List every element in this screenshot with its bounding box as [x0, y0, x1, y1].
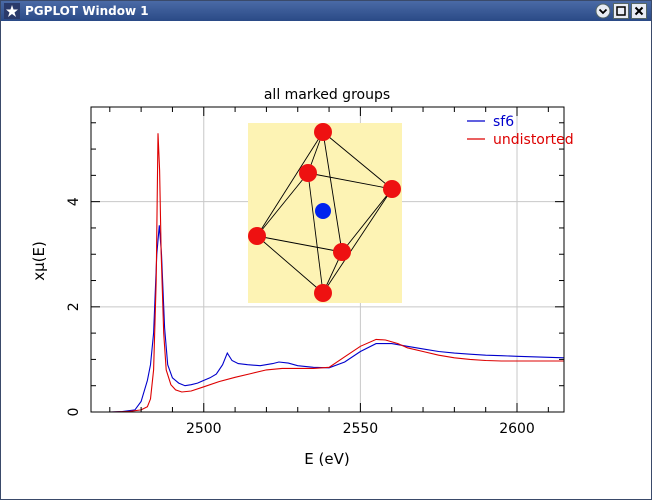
plot-area: 2500 2550 2600 0 2 4 all marked groups E (eV)… — [30, 87, 574, 468]
x-tick-label: 2550 — [343, 421, 379, 437]
fluorine-atom — [314, 123, 332, 141]
sulfur-atom — [315, 203, 331, 219]
x-tick-label: 2600 — [499, 421, 535, 437]
star-icon[interactable] — [4, 3, 20, 19]
bond-line — [322, 131, 393, 190]
series-layer — [91, 133, 565, 413]
window-title: PGPLOT Window 1 — [25, 4, 149, 18]
maximize-icon[interactable] — [613, 3, 629, 19]
bond-line — [256, 131, 324, 237]
bond-line — [322, 188, 393, 294]
chart-title: all marked groups — [264, 87, 390, 103]
bond-line — [256, 235, 324, 294]
x-tick-label: 2500 — [186, 421, 222, 437]
bond-line — [256, 172, 309, 237]
fluorine-atom — [314, 284, 332, 302]
fluorine-atom — [299, 164, 317, 182]
legend-label-sf6: sf6 — [493, 114, 514, 130]
x-axis-label: E (eV) — [304, 450, 349, 468]
title-bar[interactable]: PGPLOT Window 1 — [1, 1, 651, 21]
close-icon[interactable] — [631, 3, 647, 19]
molecule-inset — [248, 123, 402, 303]
legend: sf6 undistorted — [467, 114, 574, 148]
y-tick-label: 2 — [66, 302, 82, 311]
fluorine-atom — [333, 243, 351, 261]
fluorine-atom — [383, 180, 401, 198]
fluorine-atom — [248, 227, 266, 245]
bond-line — [341, 188, 393, 253]
axes: 2500 2550 2600 0 2 4 — [66, 107, 564, 437]
series-line-undistorted — [91, 133, 564, 413]
y-tick-label: 0 — [66, 408, 82, 417]
bond-line — [307, 172, 393, 190]
bond-line — [256, 235, 343, 253]
bond-line — [307, 172, 324, 294]
bond-line — [322, 131, 343, 253]
y-tick-label: 4 — [66, 197, 82, 206]
chevron-down-icon[interactable] — [595, 3, 611, 19]
legend-label-undistorted: undistorted — [493, 132, 574, 148]
y-axis-label: xμ(E) — [30, 241, 48, 281]
plot-frame — [90, 106, 565, 413]
